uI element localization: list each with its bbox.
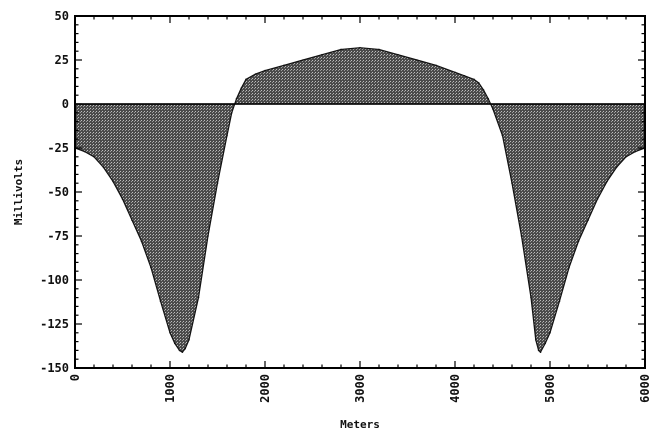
plot-area xyxy=(74,47,646,354)
data-point xyxy=(463,75,466,77)
y-tick-label: -25 xyxy=(47,141,69,155)
data-point xyxy=(482,89,485,91)
data-point xyxy=(159,300,162,302)
data-point xyxy=(634,150,637,153)
data-point xyxy=(207,235,209,237)
data-point xyxy=(321,53,323,56)
x-tick-label: 4000 xyxy=(448,374,462,403)
data-point xyxy=(226,134,228,137)
data-point xyxy=(544,342,547,345)
x-tick-label: 5000 xyxy=(543,374,557,403)
data-point xyxy=(558,300,561,302)
data-point xyxy=(169,332,171,334)
data-point xyxy=(577,240,580,243)
data-point xyxy=(178,349,181,352)
y-tick-label: 0 xyxy=(62,97,69,111)
y-tick-label: -150 xyxy=(40,361,69,375)
data-point xyxy=(240,87,243,89)
data-point xyxy=(501,134,504,137)
data-point xyxy=(625,156,627,158)
data-point xyxy=(131,219,133,221)
y-tick-label: -100 xyxy=(40,273,69,287)
data-point xyxy=(93,156,95,158)
data-point xyxy=(530,296,532,299)
data-point xyxy=(83,150,86,153)
y-axis-label: Millivolts xyxy=(12,159,25,225)
data-point xyxy=(487,97,490,100)
x-tick-label: 0 xyxy=(68,374,82,381)
data-point xyxy=(216,182,219,184)
data-point xyxy=(378,48,380,51)
series-marks xyxy=(74,46,646,353)
data-point xyxy=(197,296,200,299)
data-point xyxy=(397,53,399,56)
x-tick-label: 3000 xyxy=(353,374,367,403)
data-point xyxy=(454,71,456,74)
data-point xyxy=(102,166,105,169)
data-point xyxy=(615,166,618,169)
x-tick-label: 6000 xyxy=(638,374,652,403)
data-point xyxy=(537,349,540,352)
data-point xyxy=(492,108,494,111)
y-tick-label: -75 xyxy=(47,229,69,243)
data-point xyxy=(477,82,480,84)
data-point xyxy=(539,351,542,353)
data-point xyxy=(230,112,233,114)
data-point xyxy=(520,235,523,237)
data-point xyxy=(184,347,186,350)
y-tick-label: -125 xyxy=(40,317,69,331)
data-point xyxy=(302,59,304,61)
data-point xyxy=(534,339,537,341)
series-area xyxy=(74,47,646,354)
data-point xyxy=(549,332,551,334)
data-point xyxy=(181,351,184,353)
data-point xyxy=(245,78,247,81)
y-tick-label: 25 xyxy=(55,53,69,67)
data-point xyxy=(112,180,114,183)
data-point xyxy=(121,198,124,200)
y-tick-label: -50 xyxy=(47,185,69,199)
data-point xyxy=(568,266,570,269)
data-point xyxy=(587,219,589,221)
data-point xyxy=(140,240,143,243)
data-point xyxy=(416,59,418,61)
data-point xyxy=(473,78,475,81)
data-point xyxy=(340,48,342,51)
data-point xyxy=(596,198,599,200)
x-axis-label: Meters xyxy=(340,418,380,431)
y-tick-label: 50 xyxy=(55,9,69,23)
data-point xyxy=(283,64,285,67)
axis-ticks xyxy=(74,15,646,369)
data-point xyxy=(150,266,152,269)
data-point xyxy=(254,73,257,75)
data-point xyxy=(173,342,176,345)
x-tick-label: 1000 xyxy=(163,374,177,403)
x-tick-label: 2000 xyxy=(258,374,272,403)
data-point xyxy=(511,182,513,184)
data-point xyxy=(359,46,361,49)
data-point xyxy=(188,339,190,341)
data-point xyxy=(235,97,238,100)
data-point xyxy=(435,64,437,67)
data-point xyxy=(264,69,266,72)
data-point xyxy=(606,180,608,183)
